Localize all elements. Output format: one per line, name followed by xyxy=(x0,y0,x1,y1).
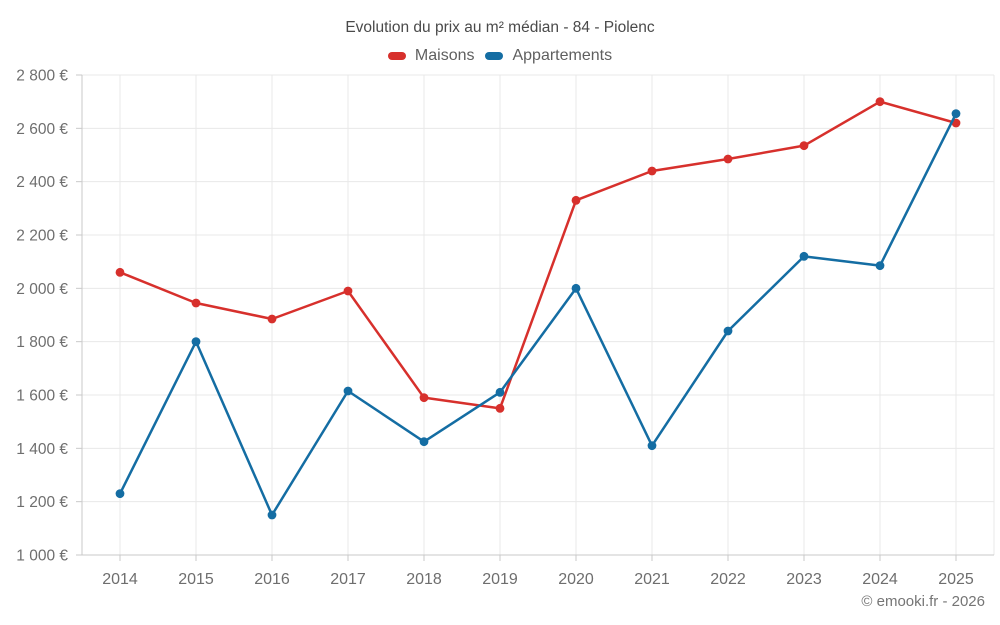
y-axis-label: 1 800 € xyxy=(16,334,68,351)
x-axis-label: 2020 xyxy=(558,571,594,588)
point-maisons-2015[interactable] xyxy=(191,298,201,308)
legend-item-maisons[interactable]: Maisons xyxy=(387,47,475,65)
legend-label: Appartements xyxy=(512,47,613,64)
point-appartements-2019[interactable] xyxy=(495,387,505,397)
point-appartements-2014[interactable] xyxy=(115,489,125,499)
point-appartements-2020[interactable] xyxy=(571,283,581,293)
x-axis-label: 2024 xyxy=(862,571,898,588)
y-axis-label: 2 200 € xyxy=(16,228,68,245)
legend-label: Maisons xyxy=(414,47,475,64)
x-axis-label: 2019 xyxy=(482,571,518,588)
y-axis-label: 2 600 € xyxy=(16,121,68,138)
legend-swatch-icon xyxy=(387,52,406,60)
chart-title: Evolution du prix au m² médian - 84 - Pi… xyxy=(345,19,655,36)
legend-item-appartements[interactable]: Appartements xyxy=(485,47,612,65)
point-maisons-2019[interactable] xyxy=(495,403,505,413)
point-appartements-2022[interactable] xyxy=(723,326,733,336)
credit-text: © emooki.fr - 2026 xyxy=(861,593,985,610)
x-axis-label: 2018 xyxy=(406,571,442,588)
x-axis-label: 2025 xyxy=(938,571,974,588)
point-maisons-2018[interactable] xyxy=(419,393,429,403)
x-axis-label: 2023 xyxy=(786,571,822,588)
point-maisons-2016[interactable] xyxy=(267,314,277,324)
y-axis-label: 1 400 € xyxy=(16,441,68,458)
point-maisons-2023[interactable] xyxy=(799,141,809,151)
point-maisons-2021[interactable] xyxy=(647,166,657,176)
point-appartements-2025[interactable] xyxy=(951,109,961,119)
legend-swatch-icon xyxy=(485,52,504,60)
series-line-maisons xyxy=(118,100,958,410)
x-axis-label: 2014 xyxy=(102,571,138,588)
x-axis-label: 2016 xyxy=(254,571,290,588)
y-axis-label: 2 800 € xyxy=(16,68,68,85)
series-line-appartements xyxy=(118,112,958,517)
y-axis-label: 2 000 € xyxy=(16,281,68,298)
point-appartements-2023[interactable] xyxy=(799,251,809,261)
x-axis-label: 2022 xyxy=(710,571,746,588)
x-axis-label: 2021 xyxy=(634,571,670,588)
y-axis-label: 1 600 € xyxy=(16,388,68,405)
point-maisons-2022[interactable] xyxy=(723,154,733,164)
legend: Maisons Appartements xyxy=(0,47,1000,65)
point-appartements-2024[interactable] xyxy=(875,261,885,271)
y-axis-label: 1 000 € xyxy=(16,548,68,565)
y-axis-label: 2 400 € xyxy=(16,174,68,191)
point-appartements-2015[interactable] xyxy=(191,337,201,347)
point-appartements-2017[interactable] xyxy=(343,386,353,396)
x-axis-label: 2015 xyxy=(178,571,214,588)
point-appartements-2018[interactable] xyxy=(419,437,429,447)
point-maisons-2024[interactable] xyxy=(875,97,885,107)
x-axis-label: 2017 xyxy=(330,571,366,588)
y-axis-label: 1 200 € xyxy=(16,494,68,511)
point-maisons-2020[interactable] xyxy=(571,195,581,205)
point-maisons-2017[interactable] xyxy=(343,286,353,296)
point-appartements-2021[interactable] xyxy=(647,441,657,451)
point-appartements-2016[interactable] xyxy=(267,510,277,520)
point-maisons-2014[interactable] xyxy=(115,267,125,277)
